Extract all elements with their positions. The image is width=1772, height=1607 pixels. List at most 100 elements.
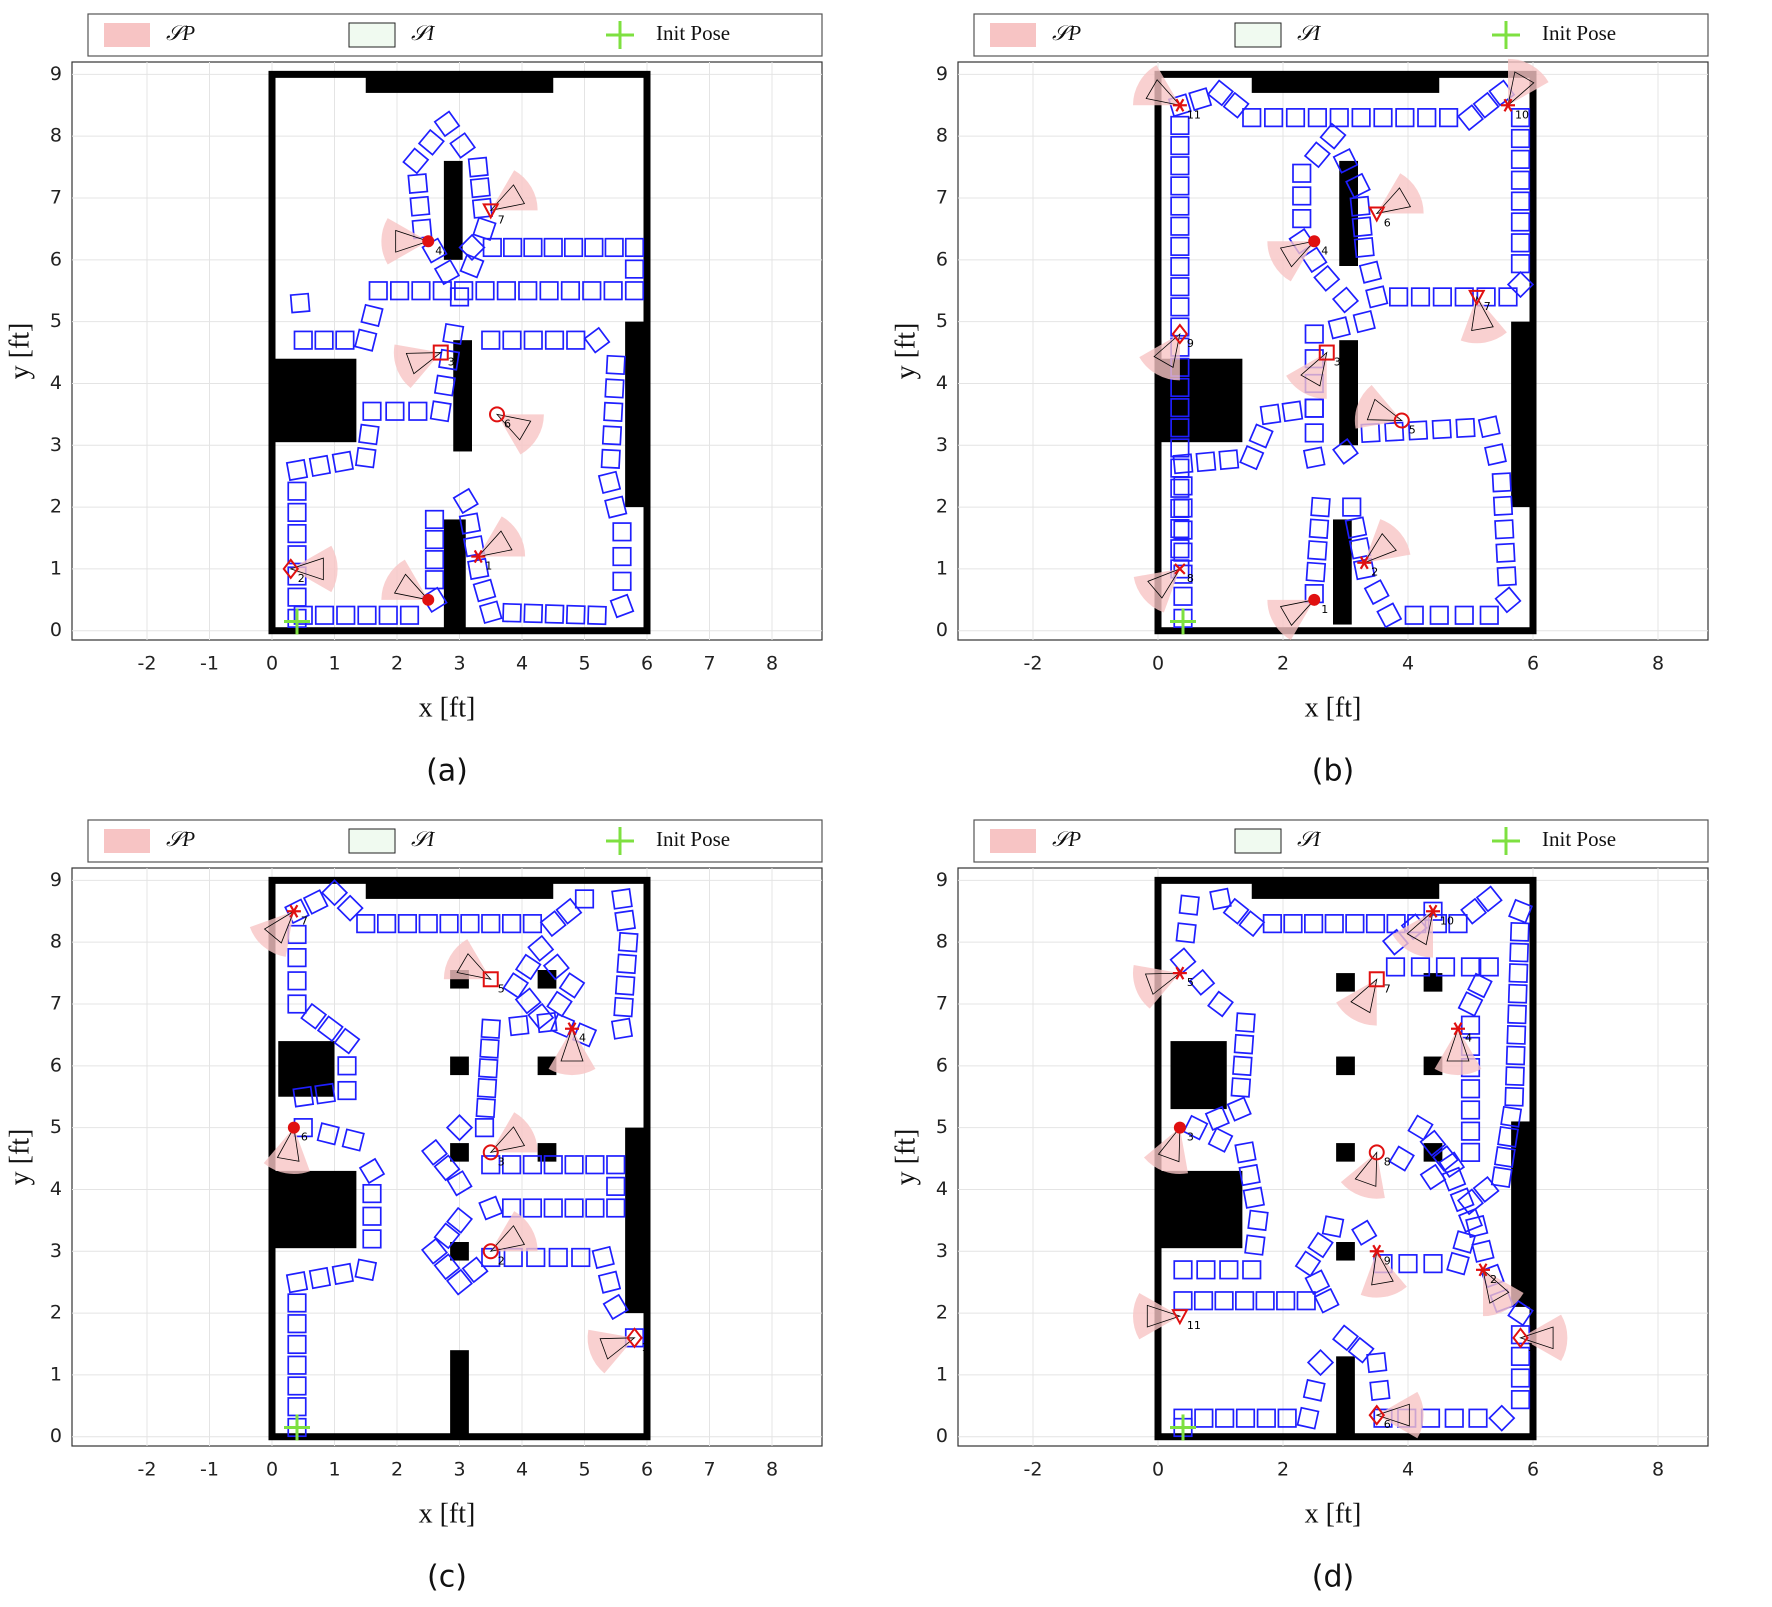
target-label: 1 <box>1528 1341 1535 1354</box>
sensing-sector <box>1460 296 1507 344</box>
view-frustum <box>495 413 532 441</box>
robot-pose <box>1507 1299 1534 1327</box>
x-tick-label: -1 <box>200 1459 219 1481</box>
robot-pose <box>501 1155 522 1175</box>
robot-pose <box>1366 1351 1388 1374</box>
view-frustum <box>405 352 442 375</box>
robot-pose <box>1508 963 1529 984</box>
x-tick-label: 6 <box>641 653 653 675</box>
robot-pose <box>1235 1408 1256 1428</box>
robot-pose <box>1292 163 1312 183</box>
robot-pose <box>1429 605 1449 625</box>
robot-pose <box>601 425 623 446</box>
marker-shape <box>1368 1404 1386 1426</box>
obstacle <box>1339 160 1358 266</box>
robot-pose <box>314 1082 336 1105</box>
target-label: 9 <box>1384 1254 1391 1267</box>
robot-pose <box>1285 108 1306 128</box>
robot-pose <box>1507 983 1528 1004</box>
robot-pose <box>1460 1142 1481 1162</box>
sensing-sector <box>1376 1391 1424 1439</box>
sensing-sector <box>1434 1028 1482 1076</box>
robot-pose <box>287 545 307 565</box>
robot-pose <box>1373 108 1393 128</box>
sensing-sector <box>1133 65 1180 106</box>
robot-pose <box>1353 236 1375 258</box>
target-label: 2 <box>1490 1273 1497 1286</box>
view-frustum <box>477 530 513 558</box>
robot-pose <box>478 600 503 625</box>
legend-swatch <box>990 23 1036 47</box>
target-marker <box>1451 1022 1465 1036</box>
target-label: 2 <box>498 1254 505 1267</box>
y-tick-label: 9 <box>50 63 62 85</box>
robot-pose <box>564 1155 584 1175</box>
robot-pose <box>1329 108 1349 128</box>
robot-pose <box>1488 1404 1516 1432</box>
robot-pose <box>1306 1348 1335 1377</box>
obstacle <box>278 1041 335 1097</box>
robot-pose <box>1407 1114 1434 1141</box>
robot-pose <box>362 1183 382 1204</box>
sensing-sector <box>263 1127 310 1175</box>
view-frustum <box>1147 568 1181 599</box>
marker-shape <box>1368 1144 1385 1161</box>
robot-pose <box>612 546 632 567</box>
robot-pose <box>1458 1207 1483 1233</box>
y-tick-label: 4 <box>50 372 62 394</box>
robot-pose <box>424 570 445 590</box>
robot-pose <box>1230 1077 1252 1098</box>
view-frustum <box>1279 599 1316 626</box>
robot-pose <box>1281 400 1304 423</box>
robot-pose <box>1494 586 1522 614</box>
x-tick-label: -2 <box>138 1459 157 1481</box>
robot-pose <box>1423 1254 1443 1274</box>
obstacle <box>1336 1356 1355 1437</box>
obstacle <box>1336 1242 1355 1261</box>
robot-pose <box>331 450 354 473</box>
target-label: 10 <box>1515 108 1529 121</box>
robot-pose <box>536 1011 558 1034</box>
robot-pose <box>1304 423 1324 443</box>
robot-pose <box>1313 264 1341 292</box>
robot-pose <box>287 1355 307 1375</box>
boundary-wall <box>268 70 651 635</box>
robot-pose <box>1310 496 1331 518</box>
robot-pose <box>1178 894 1200 916</box>
robot-pose <box>1327 316 1351 340</box>
robot-pose <box>1479 957 1499 977</box>
x-axis-label: x [ft] <box>1305 1498 1362 1529</box>
legend-label: Init Pose <box>656 21 730 45</box>
robot-pose <box>1388 1145 1415 1172</box>
robot-pose <box>449 132 477 159</box>
y-tick-label: 8 <box>936 125 948 147</box>
robot-pose <box>1214 1291 1234 1311</box>
sensing-sector <box>1354 385 1402 429</box>
obstacle <box>1158 1170 1243 1249</box>
x-tick-label: 7 <box>703 653 715 675</box>
robot-pose <box>408 401 428 421</box>
target-marker <box>422 593 435 606</box>
target-label: 4 <box>1321 244 1328 257</box>
robot-pose <box>287 1293 307 1313</box>
robot-pose <box>1448 914 1468 934</box>
x-tick-label: 1 <box>328 1459 340 1481</box>
robot-pose <box>1491 472 1512 493</box>
legend-swatch <box>348 828 396 854</box>
marker-shape <box>1171 1309 1189 1326</box>
robot-pose <box>543 1198 563 1218</box>
y-tick-label: 5 <box>50 1116 62 1138</box>
legend-label: 𝒮P <box>166 21 195 45</box>
robot-pose <box>1479 605 1499 625</box>
x-tick-label: 5 <box>578 1459 590 1481</box>
obstacle <box>443 519 466 631</box>
obstacle <box>450 1242 469 1261</box>
obstacle <box>1336 1056 1355 1076</box>
robot-pose <box>1277 1408 1297 1428</box>
y-tick-label: 1 <box>50 1363 62 1385</box>
marker-shape <box>1308 593 1321 606</box>
robot-pose <box>560 281 581 301</box>
robot-pose <box>539 281 559 301</box>
marker-shape <box>1478 1263 1488 1277</box>
robot-pose <box>597 1270 622 1294</box>
